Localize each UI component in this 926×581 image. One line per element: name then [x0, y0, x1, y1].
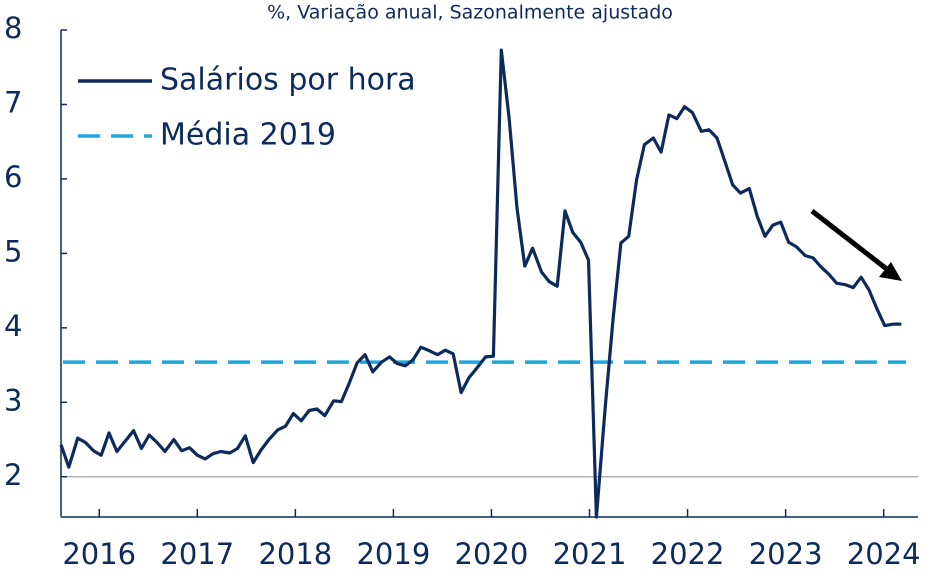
legend-label: Média 2019 — [160, 118, 336, 153]
x-tick-label: 2022 — [651, 537, 725, 571]
y-tick-label: 5 — [4, 234, 22, 268]
y-tick-label: 6 — [4, 160, 22, 194]
x-tick-label: 2016 — [62, 537, 136, 571]
x-tick-label: 2018 — [258, 537, 332, 571]
x-tick-label: 2023 — [749, 537, 823, 571]
x-tick-label: 2020 — [455, 537, 529, 571]
legend-label: Salários por hora — [160, 63, 416, 98]
x-tick-label: 2017 — [160, 537, 234, 571]
chart-subtitle: %, Variação anual, Sazonalmente ajustado — [267, 2, 673, 24]
x-tick-label: 2019 — [356, 537, 430, 571]
y-tick-label: 3 — [4, 383, 22, 417]
y-tick-label: 2 — [4, 458, 22, 492]
x-tick-label: 2021 — [553, 537, 627, 571]
trend-arrow — [810, 209, 902, 281]
y-tick-label: 7 — [4, 85, 22, 119]
data-line — [59, 48, 902, 519]
y-tick-label: 4 — [4, 309, 22, 343]
y-tick-label: 8 — [4, 11, 22, 45]
x-tick-label: 2024 — [847, 537, 921, 571]
